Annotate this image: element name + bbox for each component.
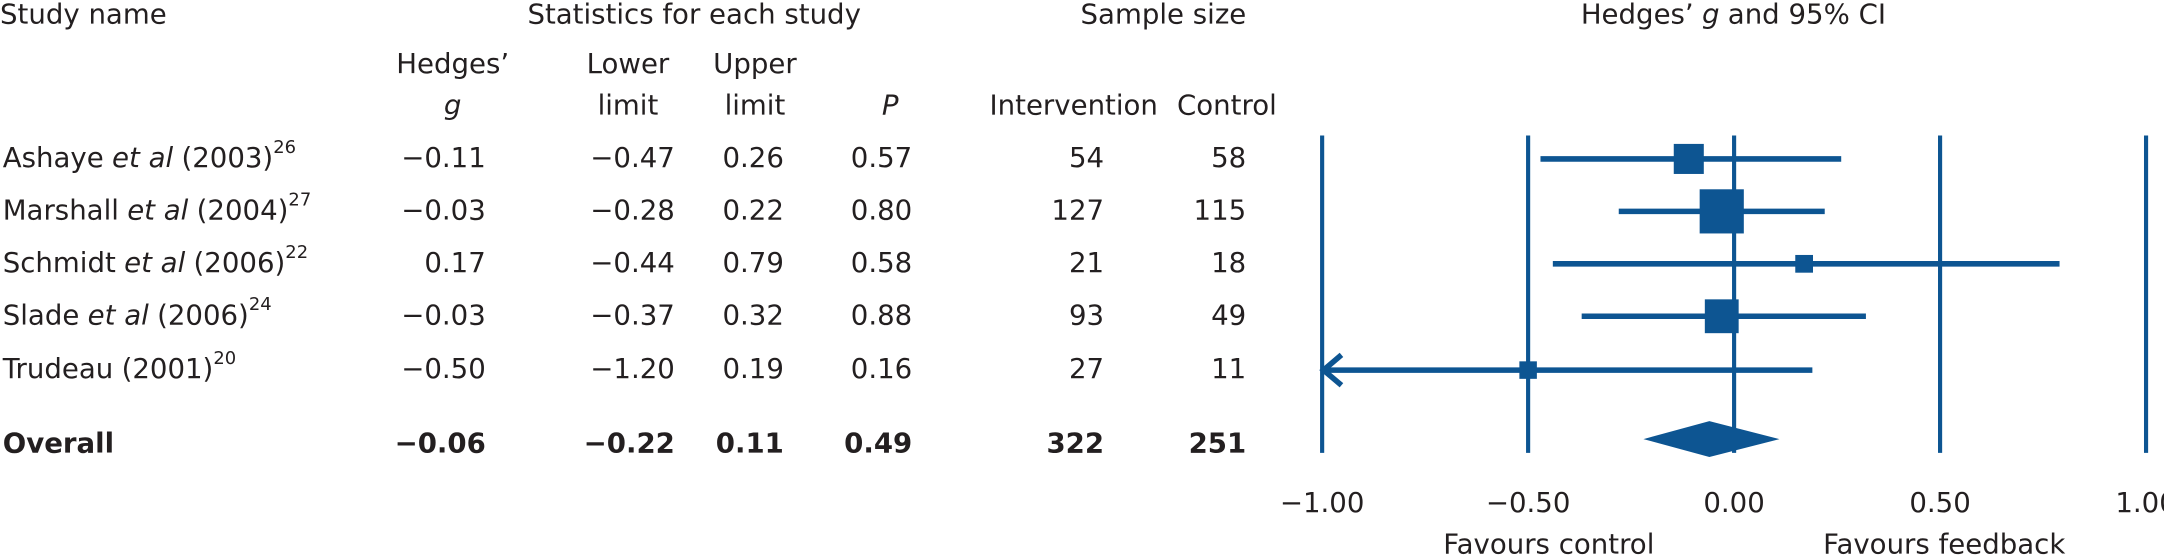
stat-upper: 0.22	[722, 193, 783, 226]
study-name: Marshall et al (2004)27	[3, 189, 311, 226]
reference: 22	[285, 242, 308, 263]
et-al: et al	[88, 298, 149, 331]
stat-g: −0.50	[401, 352, 486, 385]
et-al: et al	[112, 141, 173, 174]
stat-lower: −0.28	[590, 193, 675, 226]
stat-lower: −0.47	[590, 141, 675, 174]
subheader: Control	[1177, 88, 1277, 121]
study-name: Slade et al (2006)24	[3, 294, 272, 331]
stat-g: −0.03	[401, 298, 486, 331]
subheader: Hedges’	[396, 47, 509, 80]
subheader: P	[882, 88, 899, 121]
effect-square	[1704, 299, 1739, 334]
reference: 26	[273, 137, 296, 158]
year: (2006)	[157, 298, 249, 331]
year: (2004)	[197, 193, 289, 226]
x-axis-label: Favours control	[1443, 527, 1654, 558]
x-tick-label: 1.00	[2115, 486, 2164, 519]
overall-name: Overall	[3, 427, 114, 460]
overall-lower: −0.22	[584, 427, 675, 460]
title-part: and 95% CI	[1728, 0, 1886, 30]
n-intervention: 27	[1069, 352, 1104, 385]
overall-upper: 0.11	[716, 427, 784, 460]
overall-p: 0.49	[844, 427, 912, 460]
et-al: et al	[127, 193, 188, 226]
subheader: Lower	[587, 47, 670, 80]
n-intervention: 93	[1069, 298, 1104, 331]
ci-arrow	[1319, 352, 1344, 388]
stat-lower: −1.20	[590, 352, 675, 385]
year: (2001)	[122, 352, 214, 385]
n-intervention: 21	[1069, 246, 1104, 279]
title-part: Hedges’	[1581, 0, 1694, 30]
stat-p: 0.80	[851, 193, 912, 226]
n-control: 49	[1211, 298, 1246, 331]
stat-p: 0.58	[851, 246, 912, 279]
x-tick-label: −1.00	[1280, 486, 1365, 519]
n-control: 11	[1211, 352, 1246, 385]
stat-upper: 0.19	[722, 352, 783, 385]
stat-g: −0.03	[401, 193, 486, 226]
stat-upper: 0.79	[722, 246, 783, 279]
n-intervention: 54	[1069, 141, 1104, 174]
study-name: Schmidt et al (2006)22	[3, 242, 308, 279]
author: Marshall	[3, 193, 119, 226]
title-part: g	[1702, 0, 1720, 30]
subheader: limit	[598, 88, 659, 121]
author: Ashaye	[3, 141, 104, 174]
stat-g: 0.17	[424, 246, 485, 279]
overall-diamond	[1643, 421, 1780, 458]
n-control: 115	[1194, 193, 1247, 226]
effect-square	[1795, 254, 1813, 273]
stat-p: 0.16	[851, 352, 912, 385]
reference: 27	[288, 189, 311, 210]
subheader: Intervention	[990, 88, 1158, 121]
stat-p: 0.57	[851, 141, 912, 174]
x-tick-label: −0.50	[1486, 486, 1571, 519]
reference: 20	[213, 348, 236, 369]
reference: 24	[249, 294, 272, 315]
stat-lower: −0.37	[590, 298, 675, 331]
stat-upper: 0.32	[722, 298, 783, 331]
x-tick-label: 0.00	[1703, 486, 1764, 519]
subheader: g	[444, 88, 462, 121]
subheader: Upper	[713, 47, 797, 80]
n-control: 58	[1211, 141, 1246, 174]
header: Study name	[0, 0, 167, 30]
effect-square	[1699, 189, 1744, 234]
n-control: 18	[1211, 246, 1246, 279]
et-al: et al	[124, 246, 185, 279]
plot-title: Hedges’ g and 95% CI	[1581, 0, 1886, 30]
author: Slade	[3, 298, 80, 331]
study-name: Trudeau (2001)20	[2, 348, 236, 385]
author: Schmidt	[3, 246, 116, 279]
year: (2003)	[181, 141, 273, 174]
header: Statistics for each study	[527, 0, 860, 30]
author: Trudeau	[2, 352, 114, 385]
overall-g: −0.06	[395, 427, 486, 460]
stat-p: 0.88	[851, 298, 912, 331]
overall-control: 251	[1189, 427, 1247, 460]
stat-lower: −0.44	[590, 246, 675, 279]
n-intervention: 127	[1051, 193, 1104, 226]
stat-g: −0.11	[401, 141, 486, 174]
x-axis-label: Favours feedback	[1823, 527, 2065, 558]
subheader: limit	[725, 88, 786, 121]
stat-upper: 0.26	[722, 141, 783, 174]
header: Sample size	[1081, 0, 1247, 30]
overall-intervention: 322	[1046, 427, 1104, 460]
study-name: Ashaye et al (2003)26	[3, 137, 296, 174]
year: (2006)	[194, 246, 286, 279]
effect-square	[1519, 361, 1537, 379]
x-tick-label: 0.50	[1909, 486, 1970, 519]
effect-square	[1673, 143, 1704, 174]
